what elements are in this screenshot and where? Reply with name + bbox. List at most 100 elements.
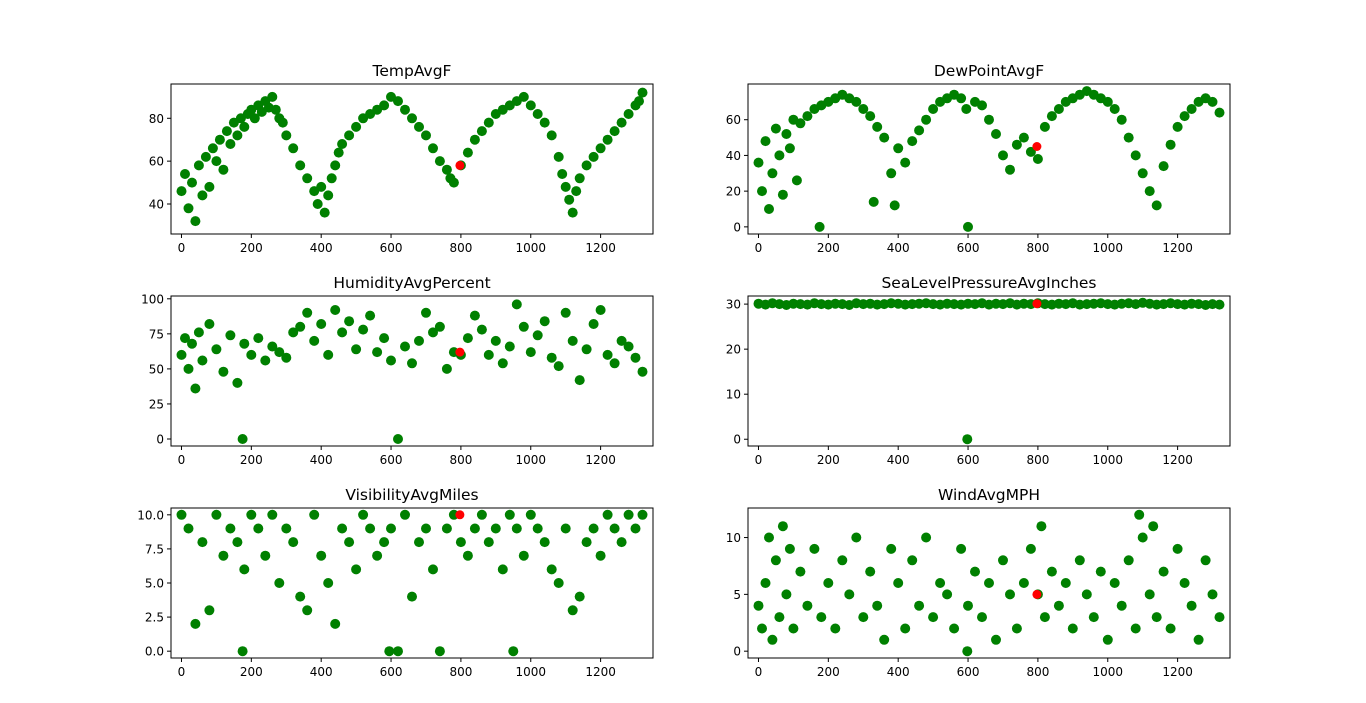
data-point [490, 335, 501, 346]
data-point [753, 157, 764, 168]
data-point [190, 216, 201, 227]
data-point [1214, 107, 1225, 118]
data-point [560, 307, 571, 318]
data-point [237, 434, 248, 444]
x-tick-label: 1000 [1092, 453, 1123, 467]
data-point [497, 358, 508, 369]
data-point [225, 330, 236, 341]
data-point [795, 118, 806, 129]
data-point [277, 117, 288, 128]
x-tick-label: 1200 [1162, 665, 1193, 679]
data-point [351, 344, 362, 355]
data-point [837, 555, 848, 566]
data-point [428, 143, 438, 154]
data-point [207, 143, 218, 154]
x-tick-label: 800 [449, 665, 472, 679]
data-point [218, 164, 229, 175]
y-tick-label: 60 [726, 113, 741, 127]
data-point [1214, 299, 1225, 310]
x-tick-label: 1200 [585, 241, 616, 255]
data-point [623, 109, 634, 119]
data-point [886, 543, 897, 554]
data-point [1148, 521, 1159, 532]
data-point [511, 523, 522, 534]
data-point [197, 190, 208, 201]
chart-title: SeaLevelPressureAvgInches [881, 274, 1096, 292]
data-point [984, 578, 994, 588]
data-point [316, 319, 327, 329]
data-point [462, 550, 473, 561]
data-point [770, 555, 781, 566]
data-point [1172, 543, 1183, 554]
chart-title: WindAvgMPH [938, 486, 1040, 504]
axes-frame [170, 295, 654, 447]
data-point [180, 333, 190, 344]
data-point [560, 523, 571, 534]
data-point [1207, 589, 1218, 600]
x-tick-label: 1200 [585, 453, 616, 467]
data-point [333, 147, 344, 158]
data-point [893, 143, 904, 154]
data-point [326, 173, 337, 184]
data-point [1109, 578, 1120, 588]
data-point [764, 532, 774, 543]
highlight-point [1032, 299, 1042, 309]
data-point [962, 646, 973, 657]
data-point [428, 564, 438, 575]
data-point [414, 335, 424, 346]
highlight-point [455, 347, 465, 357]
data-point [609, 523, 620, 534]
data-point [421, 307, 431, 318]
data-point [1144, 186, 1155, 197]
data-point [602, 509, 613, 520]
data-point [1005, 164, 1015, 175]
data-point [767, 634, 778, 645]
data-point [760, 578, 771, 588]
data-point [323, 190, 334, 201]
data-point [962, 434, 973, 445]
data-point [872, 121, 883, 132]
axes-frame [170, 507, 654, 659]
x-tick-label: 800 [449, 241, 472, 255]
x-tick-label: 600 [380, 453, 403, 467]
data-point [588, 523, 599, 534]
subplot-5: VisibilityAvgMiles 0 200 400 600 800 1000 1200 0… [137, 486, 654, 679]
data-point [588, 319, 599, 329]
x-tick-label: 200 [240, 453, 263, 467]
data-point [977, 100, 987, 111]
x-tick-label: 800 [449, 453, 472, 467]
data-point [1165, 139, 1176, 150]
data-point [893, 578, 904, 588]
data-point [914, 125, 925, 136]
data-point [546, 564, 557, 575]
data-point [581, 344, 592, 355]
y-tick-label: 5 [733, 588, 741, 602]
x-tick-label: 400 [887, 241, 910, 255]
data-point [1179, 578, 1190, 588]
data-point [225, 523, 236, 534]
data-point [1081, 589, 1092, 600]
data-point [595, 305, 606, 315]
data-point [365, 310, 376, 321]
y-tick-label: 25 [149, 397, 164, 411]
data-point [211, 509, 222, 520]
data-point [372, 347, 383, 358]
x-tick-label: 0 [178, 665, 186, 679]
data-point [218, 366, 229, 377]
y-tick-label: 0 [733, 433, 741, 447]
data-point [616, 335, 627, 346]
chart-title: DewPointAvgF [934, 62, 1044, 80]
y-tick-label: 0 [156, 432, 164, 446]
data-point [323, 349, 334, 360]
data-point [889, 200, 900, 211]
data-point [232, 537, 243, 548]
x-tick-label: 0 [178, 453, 186, 467]
data-point [991, 129, 1001, 139]
data-point [914, 600, 925, 611]
data-point [187, 338, 197, 349]
data-point [637, 87, 648, 98]
data-point [1134, 509, 1145, 520]
data-point [1036, 521, 1047, 532]
data-point [193, 160, 204, 171]
y-tick-label: 80 [149, 112, 164, 126]
